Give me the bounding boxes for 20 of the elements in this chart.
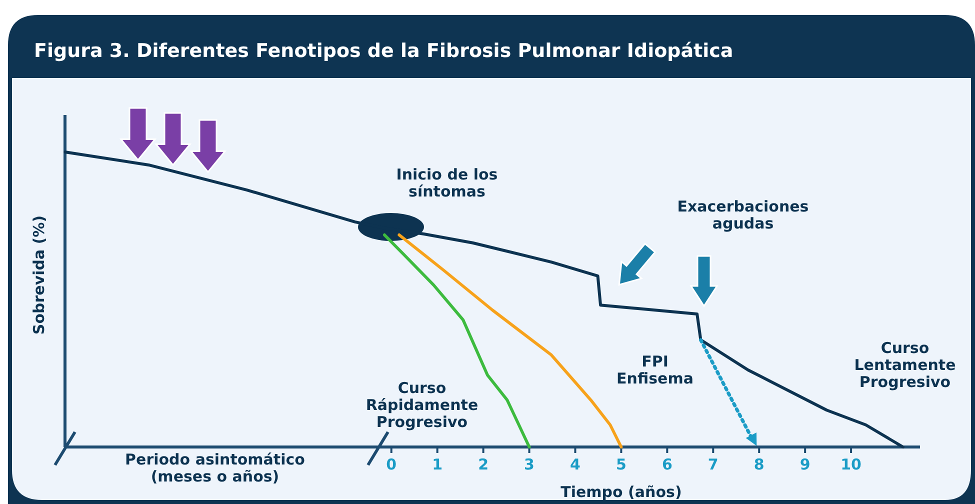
annotation: Inicio de los síntomas bbox=[396, 166, 498, 200]
x-tick-label: 10 bbox=[840, 456, 862, 474]
text: Periodo asintomático (meses o años) bbox=[125, 450, 305, 486]
x-tick-label: 4 bbox=[570, 456, 580, 474]
x-tick-label: 0 bbox=[386, 456, 397, 474]
x-tick-label: 5 bbox=[616, 456, 626, 474]
x-tick-label: 7 bbox=[708, 456, 718, 474]
annotation: Exacerbaciones agudas bbox=[677, 198, 809, 232]
x-tick-label: 6 bbox=[662, 456, 672, 474]
x-tick-label: 9 bbox=[800, 456, 810, 474]
chart-title: Figura 3. Diferentes Fenotipos de la Fibrosis Pulmonar Idiopática bbox=[34, 40, 734, 62]
annotation: Curso Rápidamente Progresivo bbox=[366, 379, 478, 431]
x-tick-label: 1 bbox=[432, 456, 443, 474]
x-tick-label: 8 bbox=[754, 456, 764, 474]
annotation: FPI Enfisema bbox=[616, 352, 694, 388]
x-axis-title: Tiempo (años) bbox=[560, 483, 682, 501]
x-tick-label: 3 bbox=[524, 456, 534, 474]
x-tick-label: 2 bbox=[478, 456, 489, 474]
y-axis-title: Sobrevida (%) bbox=[30, 215, 48, 335]
annotation: Curso Lentamente Progresivo bbox=[854, 339, 956, 391]
